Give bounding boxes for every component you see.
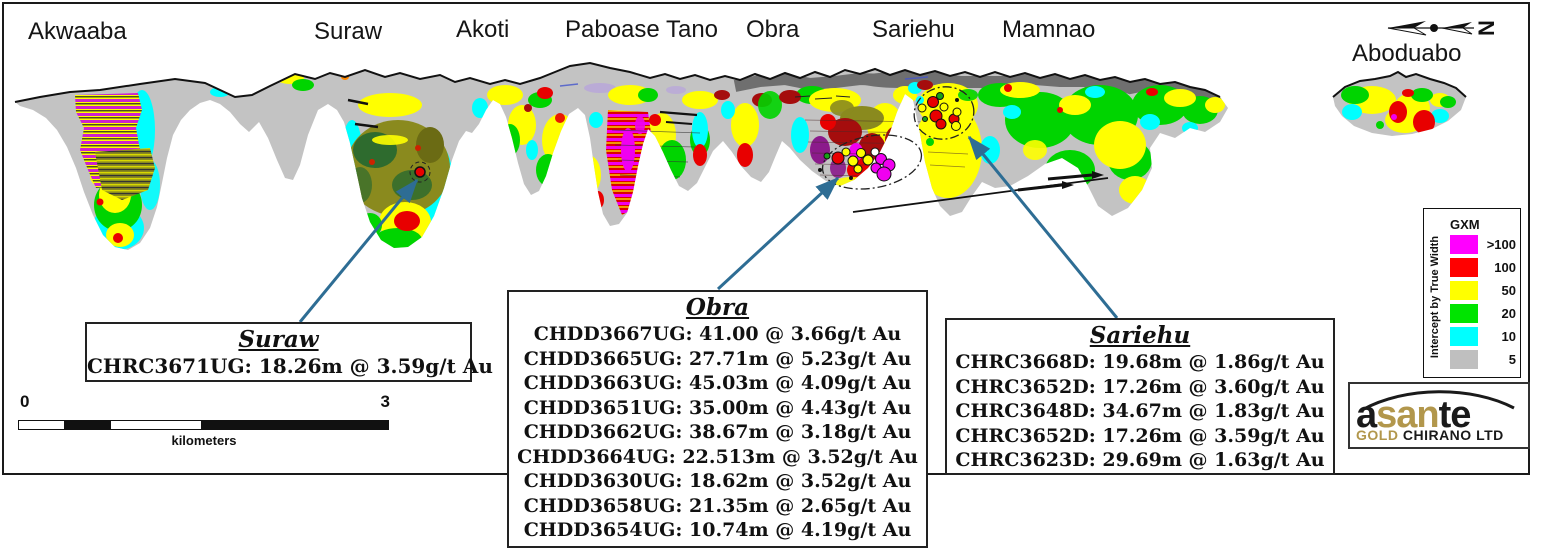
obra-intercept-line: CHDD3630UG: 18.62m @ 3.52g/t Au [523,470,912,492]
area-label-mamnao: Mamnao [1002,16,1096,43]
scale-bar: 0 3 kilometers [18,392,390,450]
legend-row: 5 [1450,350,1516,369]
company-logo: asante GOLD CHIRANO LTD [1348,382,1530,449]
legend-label: 5 [1508,352,1516,367]
area-label-suraw: Suraw [314,18,383,45]
obra-intercept-line: CHDD3664UG: 22.513m @ 3.52g/t Au [517,445,918,468]
legend-title: GXM [1450,217,1480,232]
sariehu-intercept-line: CHRC3652D: 17.26m @ 3.60g/t Au [955,375,1325,398]
suraw-intercept-marker [409,161,431,183]
obra-intercept-cluster [818,134,923,190]
area-label-aboduabo: Aboduabo [1352,40,1462,67]
logo-swoosh [1361,390,1515,412]
obra-intercept-line: CHDD3658UG: 21.35m @ 2.65g/t Au [523,494,912,517]
legend-label: 100 [1494,260,1516,275]
legend-row: 20 [1450,304,1516,323]
legend: GXM Intercept by True Width >100 100 50 … [1423,208,1521,378]
obra-intercept-line: CHDD3667UG: 41.00 @ 3.66g/t Au [533,323,902,345]
svg-text:GOLD CHIRANO LTD: GOLD CHIRANO LTD [1356,427,1504,443]
legend-label: 10 [1501,329,1516,344]
sariehu-intercept-line: CHRC3648D: 34.67m @ 1.83g/t Au [955,400,1325,422]
area-label-akwaaba: Akwaaba [28,18,127,45]
suraw-intercept-line: CHRC3671UG: 18.26m @ 3.59g/t Au [87,354,493,378]
sariehu-intercept-line: CHRC3652D: 17.26m @ 3.59g/t Au [955,424,1325,447]
legend-swatch-100 [1450,258,1478,277]
scale-unit-label: kilometers [171,433,237,448]
sariehu-annotation-box: Sariehu CHRC3668D: 19.68m @ 1.86g/t Au C… [945,318,1335,475]
area-label-obra: Obra [746,16,800,43]
obra-intercept-line: CHDD3662UG: 38.67m @ 3.18g/t Au [523,421,912,443]
legend-swatch-10 [1450,327,1478,346]
legend-axis-label: Intercept by True Width [1429,235,1441,359]
scale-bar-segments [18,420,389,430]
suraw-box-title: Suraw [238,326,319,353]
sariehu-intercept-line: CHRC3668D: 19.68m @ 1.86g/t Au [955,351,1325,373]
obra-box-title: Obra [685,294,750,321]
obra-intercept-line: CHDD3654UG: 10.74m @ 4.19g/t Au [523,519,912,541]
svg-text:asante: asante [1356,394,1470,436]
svg-text:N: N [1474,20,1499,36]
topo-line [14,61,1221,103]
aboduabo-topo-line [1332,70,1467,98]
legend-swatch-20 [1450,304,1478,323]
obra-intercept-line: CHDD3651UG: 35.00m @ 4.43g/t Au [523,396,912,419]
area-label-sariehu: Sariehu [872,16,955,43]
north-arrow-icon: N [1387,20,1499,36]
legend-row: 50 [1450,281,1516,300]
obra-intercept-line: CHDD3665UG: 27.71m @ 5.23g/t Au [523,347,912,370]
obra-intercept-line: CHDD3663UG: 45.03m @ 4.09g/t Au [523,372,912,394]
legend-label: 20 [1501,306,1516,321]
legend-swatch-5 [1450,350,1478,369]
legend-row: 10 [1450,327,1516,346]
sariehu-box-title: Sariehu [1089,322,1191,349]
legend-label: >100 [1486,237,1516,252]
area-label-paboase-tano: Paboase Tano [565,16,719,43]
legend-row: 100 [1450,258,1516,277]
leader-arrows [298,135,1119,323]
fault-marks [1017,171,1104,192]
scale-end-label: 3 [380,392,390,411]
scale-start-label: 0 [20,392,30,411]
legend-swatch-50 [1450,281,1478,300]
suraw-annotation-box: Suraw CHRC3671UG: 18.26m @ 3.59g/t Au [85,322,493,382]
legend-label: 50 [1501,283,1516,298]
legend-row: >100 [1450,235,1516,254]
sariehu-intercept-line: CHRC3623D: 29.69m @ 1.63g/t Au [955,449,1325,471]
legend-swatch-gt100 [1450,235,1478,254]
aboduabo-shells [1341,86,1456,134]
area-label-akoti: Akoti [456,16,510,43]
sariehu-intercept-cluster [913,86,975,140]
obra-annotation-box: Obra CHDD3667UG: 41.00 @ 3.66g/t Au CHDD… [507,290,928,548]
